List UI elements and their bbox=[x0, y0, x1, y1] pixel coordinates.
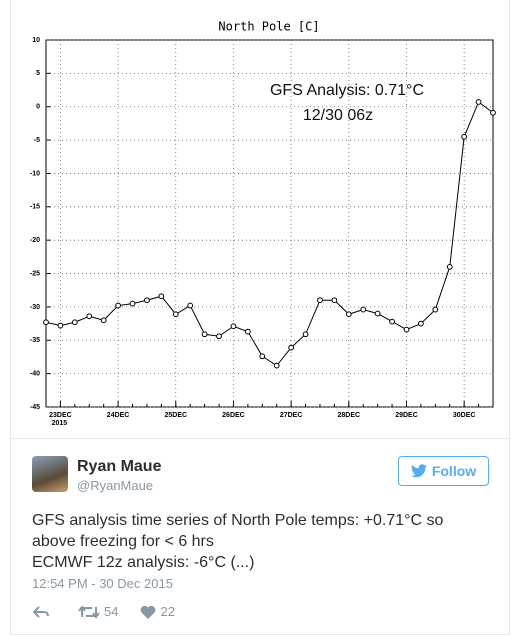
reply-icon[interactable] bbox=[32, 605, 50, 619]
point bbox=[432, 306, 439, 313]
y-tick-label: -35 bbox=[30, 337, 40, 344]
separator bbox=[10, 438, 510, 439]
tweet-line: GFS analysis time series of North Pole t… bbox=[32, 512, 444, 550]
line bbox=[45, 101, 494, 367]
point bbox=[129, 300, 136, 307]
point bbox=[71, 319, 78, 326]
point bbox=[230, 323, 237, 330]
point bbox=[201, 331, 208, 338]
point bbox=[158, 293, 165, 300]
point bbox=[461, 133, 468, 140]
chart-title: North Pole [C] bbox=[218, 20, 319, 34]
x-tick-label: 26DEC bbox=[222, 412, 245, 419]
x-tick-label: 25DEC bbox=[164, 412, 187, 419]
x-tick-label: 29DEC bbox=[395, 412, 418, 419]
point bbox=[475, 99, 482, 105]
chart: North Pole [C] GFS Analysis: 0.71°C 12/3… bbox=[30, 20, 496, 427]
y-tick-label: -15 bbox=[30, 204, 40, 211]
point bbox=[259, 353, 266, 360]
y-tick-label: -10 bbox=[30, 170, 40, 177]
point bbox=[490, 109, 496, 116]
point bbox=[172, 311, 179, 318]
timestamp[interactable]: 12:54 PM - 30 Dec 2015 bbox=[32, 576, 173, 591]
user-name[interactable]: Ryan Maue bbox=[77, 458, 162, 475]
point bbox=[418, 320, 424, 327]
point bbox=[244, 328, 251, 335]
like-count: 22 bbox=[160, 604, 175, 619]
plot-frame bbox=[45, 39, 494, 408]
x-tick-label: 28DEC bbox=[338, 412, 361, 419]
point bbox=[86, 313, 93, 320]
y-tick-label: 10 bbox=[32, 37, 40, 44]
y-tick-label: 5 bbox=[36, 70, 40, 77]
y-tick-label: 0 bbox=[36, 104, 40, 111]
y-tick-label: -5 bbox=[34, 137, 40, 144]
point bbox=[446, 263, 453, 270]
x-tick-label: 30DEC bbox=[453, 412, 476, 419]
point bbox=[187, 302, 194, 309]
x-tick-label: 24DEC bbox=[107, 412, 130, 419]
x-tick-label: 23DEC bbox=[49, 412, 72, 419]
point bbox=[273, 362, 280, 369]
point bbox=[389, 318, 395, 325]
retweet-icon[interactable] bbox=[78, 604, 100, 619]
avatar[interactable] bbox=[32, 456, 68, 492]
user-handle[interactable]: @RyanMaue bbox=[77, 478, 154, 493]
y-tick-label: -25 bbox=[30, 270, 40, 277]
y-tick-label: -30 bbox=[30, 304, 40, 311]
point bbox=[331, 297, 338, 304]
bird-icon bbox=[410, 464, 427, 478]
point bbox=[144, 297, 150, 304]
point bbox=[216, 333, 222, 340]
annotation: 12/30 06z bbox=[303, 107, 373, 124]
follow-button[interactable]: Follow bbox=[398, 456, 489, 486]
y-tick-label: -40 bbox=[30, 370, 40, 377]
point bbox=[374, 310, 381, 317]
tweet-card bbox=[10, 0, 510, 635]
point bbox=[288, 344, 295, 351]
point bbox=[360, 306, 367, 313]
retweet-count: 54 bbox=[104, 604, 119, 619]
follow-label[interactable]: Follow bbox=[431, 463, 477, 479]
actions: 54 22 bbox=[32, 604, 181, 619]
like-icon[interactable] bbox=[140, 605, 156, 619]
x-tick-label: 27DEC bbox=[280, 412, 303, 419]
point bbox=[403, 326, 410, 333]
point bbox=[317, 297, 323, 304]
y-tick-label: -45 bbox=[30, 404, 40, 411]
point bbox=[302, 331, 309, 338]
point bbox=[100, 317, 107, 324]
point bbox=[57, 322, 64, 329]
point bbox=[115, 302, 121, 309]
tweet-line: ECMWF 12z analysis: -6°C (...) bbox=[32, 554, 255, 571]
x-year-label: 2015 bbox=[52, 420, 68, 427]
tweet-text: GFS analysis time series of North Pole t… bbox=[32, 510, 472, 573]
point bbox=[43, 319, 49, 326]
annotation: GFS Analysis: 0.71°C bbox=[270, 82, 424, 99]
point bbox=[345, 311, 352, 318]
y-tick-label: -20 bbox=[30, 237, 40, 244]
